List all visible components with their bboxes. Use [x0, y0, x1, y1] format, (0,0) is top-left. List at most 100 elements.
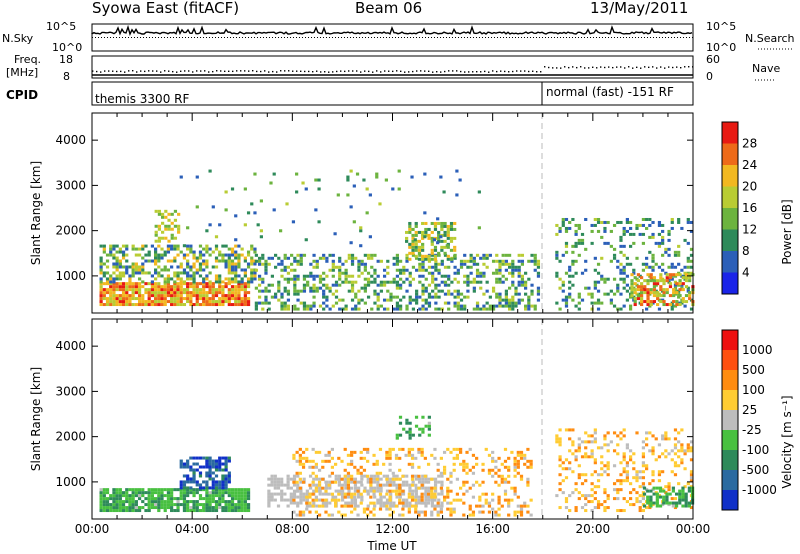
data-cell: [395, 268, 400, 272]
nsearch-dot: [389, 37, 390, 38]
data-cell: [646, 282, 650, 286]
data-cell: [649, 291, 653, 295]
data-cell: [408, 251, 412, 255]
data-cell: [373, 268, 377, 272]
data-cell: [410, 447, 415, 451]
data-cell: [440, 489, 444, 493]
data-cell: [286, 271, 291, 275]
data-cell: [414, 477, 418, 481]
data-cell: [651, 220, 655, 224]
nsearch-dot: [128, 37, 129, 38]
data-cell: [408, 245, 412, 249]
data-cell: [642, 504, 647, 508]
data-cell: [453, 254, 457, 258]
data-cell: [312, 483, 316, 487]
data-cell: [189, 506, 193, 510]
data-cell: [321, 504, 325, 508]
data-cell: [109, 288, 113, 292]
data-cell: [189, 274, 193, 278]
nave-dot: [456, 70, 458, 72]
data-cell: [459, 304, 464, 308]
data-cell: [115, 294, 119, 298]
data-cell: [214, 277, 219, 281]
data-cell: [285, 202, 289, 206]
data-cell: [584, 217, 588, 221]
data-cell: [150, 491, 154, 495]
data-cell: [587, 434, 591, 438]
data-cell: [376, 304, 380, 308]
data-cell: [514, 268, 518, 272]
data-cell: [655, 492, 659, 496]
data-cell: [163, 285, 167, 289]
data-cell: [395, 280, 400, 284]
data-cell: [628, 497, 633, 501]
data-cell: [670, 220, 674, 224]
data-cell: [234, 503, 238, 507]
data-cell: [205, 294, 209, 298]
data-cell: [141, 247, 145, 251]
data-cell: [192, 262, 196, 266]
data-cell: [134, 291, 138, 295]
data-cell: [109, 274, 113, 278]
data-cell: [524, 283, 528, 287]
data-cell: [322, 256, 326, 260]
data-cell: [394, 492, 399, 496]
data-cell: [440, 245, 444, 249]
data-cell: [677, 440, 681, 444]
data-cell: [662, 294, 666, 298]
data-cell: [495, 268, 499, 272]
data-cell: [246, 303, 251, 307]
data-cell: [131, 506, 135, 510]
nave-dot: [652, 66, 654, 68]
data-cell: [346, 193, 350, 197]
data-cell: [395, 259, 400, 263]
data-cell: [137, 300, 142, 304]
data-cell: [638, 494, 642, 498]
data-cell: [421, 286, 425, 290]
data-cell: [686, 220, 690, 224]
data-cell: [564, 229, 569, 233]
data-cell: [446, 224, 450, 228]
data-cell: [357, 298, 361, 302]
data-cell: [656, 291, 660, 295]
data-cell: [360, 498, 364, 502]
data-cell: [234, 265, 238, 269]
data-cell: [657, 455, 662, 459]
data-cell: [606, 461, 610, 465]
data-cell: [668, 282, 673, 286]
data-cell: [657, 244, 662, 248]
data-cell: [134, 288, 138, 292]
nsearch-dot: [320, 37, 321, 38]
data-cell: [385, 477, 389, 481]
data-cell: [243, 256, 247, 260]
data-cell: [636, 297, 641, 301]
data-cell: [681, 498, 685, 502]
data-cell: [590, 301, 594, 305]
data-cell: [596, 485, 601, 489]
data-cell: [411, 307, 416, 311]
data-cell: [296, 483, 300, 487]
data-cell: [189, 297, 193, 301]
data-cell: [311, 465, 315, 469]
data-cell: [606, 506, 610, 510]
data-cell: [362, 178, 366, 182]
data-cell: [385, 480, 390, 484]
data-cell: [330, 447, 334, 451]
data-cell: [495, 277, 499, 281]
data-cell: [622, 271, 626, 275]
data-cell: [198, 282, 203, 286]
data-cell: [511, 298, 515, 302]
data-cell: [504, 277, 508, 281]
data-cell: [622, 277, 626, 281]
nave-dot: [252, 70, 254, 72]
data-cell: [686, 286, 690, 290]
data-cell: [421, 236, 425, 240]
data-cell: [646, 294, 650, 298]
data-cell: [154, 230, 158, 234]
data-cell: [472, 277, 476, 281]
data-cell: [343, 474, 347, 478]
data-cell: [170, 291, 174, 295]
data-cell: [421, 259, 425, 263]
data-cell: [684, 294, 689, 298]
data-cell: [491, 474, 495, 478]
